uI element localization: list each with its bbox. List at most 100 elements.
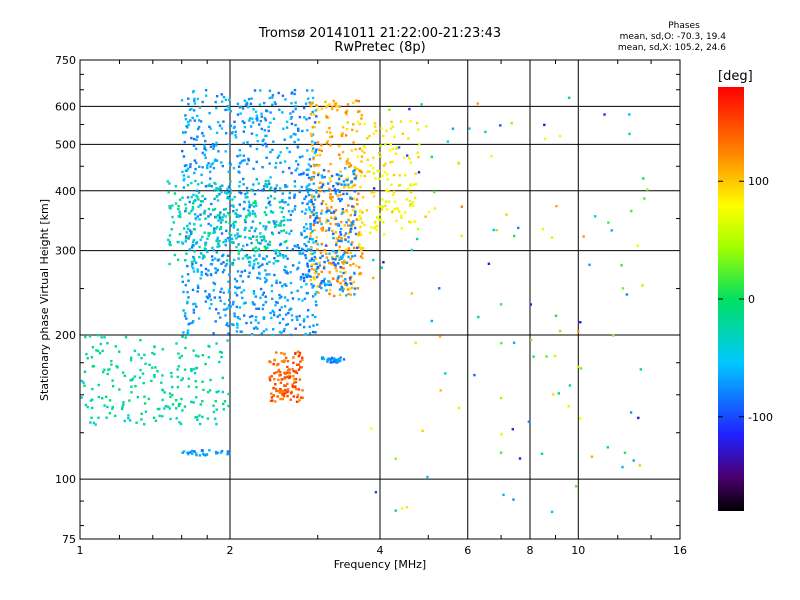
data-point [361, 211, 364, 214]
data-point [334, 264, 337, 267]
data-point [409, 161, 412, 164]
data-point [285, 323, 288, 327]
data-point [541, 227, 545, 231]
data-point [206, 296, 210, 300]
y-tick-label: 100 [55, 473, 76, 486]
data-point [181, 149, 184, 153]
data-point [294, 381, 298, 384]
data-point [300, 366, 303, 369]
data-point [552, 393, 555, 396]
data-point [290, 92, 293, 95]
data-point [161, 398, 164, 402]
y-tick-label: 75 [62, 533, 76, 546]
data-point [234, 234, 237, 237]
data-point [212, 404, 215, 407]
data-point [366, 170, 369, 173]
data-point [357, 192, 360, 195]
data-point [409, 183, 412, 186]
x-axis-label: Frequency [MHz] [334, 558, 426, 571]
data-point [254, 110, 258, 113]
data-point [558, 135, 562, 138]
data-point [221, 219, 224, 222]
data-point [304, 195, 308, 198]
data-point [121, 405, 124, 409]
data-point [254, 201, 257, 205]
data-point [222, 408, 225, 411]
data-point [416, 151, 419, 154]
data-point [334, 189, 337, 193]
data-point [192, 200, 196, 203]
data-point [250, 226, 253, 229]
data-point [211, 246, 214, 250]
data-point [330, 358, 333, 361]
data-point [265, 213, 268, 217]
data-point [208, 449, 211, 452]
data-point [340, 285, 343, 289]
data-point [385, 208, 389, 211]
data-point [606, 446, 609, 449]
data-point [160, 381, 163, 384]
data-point [352, 101, 355, 105]
data-point [281, 285, 284, 288]
data-point [100, 336, 103, 339]
data-point [327, 357, 330, 360]
data-point [193, 250, 196, 253]
data-point [386, 178, 389, 181]
data-point [232, 167, 236, 170]
data-point [282, 256, 285, 259]
data-point [191, 206, 195, 209]
data-point [322, 190, 326, 193]
data-point [391, 209, 395, 212]
data-point [210, 163, 213, 166]
data-point [330, 135, 334, 138]
data-point [133, 375, 136, 378]
data-point [353, 287, 357, 290]
data-point [243, 228, 246, 232]
data-point [272, 140, 275, 143]
data-point [305, 223, 308, 226]
data-point [314, 150, 317, 153]
data-point [190, 210, 193, 213]
data-point [234, 130, 237, 133]
data-point [409, 120, 412, 123]
data-point [236, 213, 239, 217]
data-point [304, 273, 307, 276]
data-point [228, 162, 232, 165]
data-point [306, 191, 310, 194]
data-point [191, 288, 195, 292]
data-point [111, 405, 114, 409]
data-point [380, 266, 383, 269]
data-point [224, 220, 228, 224]
data-point [318, 164, 321, 167]
data-point [130, 356, 133, 359]
data-point [249, 144, 252, 148]
data-point [197, 286, 200, 289]
data-point [236, 232, 239, 235]
data-point [252, 201, 255, 204]
data-point [204, 241, 208, 244]
data-point [408, 199, 411, 203]
data-point [274, 223, 278, 227]
data-point [219, 225, 223, 229]
data-point [342, 180, 346, 183]
data-point [246, 191, 249, 194]
data-point [229, 180, 232, 183]
data-point [198, 454, 202, 457]
data-point [244, 254, 247, 258]
data-point [376, 216, 379, 219]
data-point [204, 267, 208, 271]
data-point [223, 302, 226, 306]
data-point [394, 509, 397, 512]
data-point [271, 96, 274, 99]
data-point [577, 365, 580, 369]
data-point [182, 186, 186, 189]
data-point [282, 317, 285, 321]
data-point [284, 184, 287, 187]
data-point [271, 211, 275, 214]
data-point [347, 186, 350, 189]
data-point [513, 234, 516, 238]
data-point [261, 143, 264, 147]
data-point [262, 303, 265, 307]
data-point [311, 268, 314, 271]
data-point [190, 246, 194, 249]
